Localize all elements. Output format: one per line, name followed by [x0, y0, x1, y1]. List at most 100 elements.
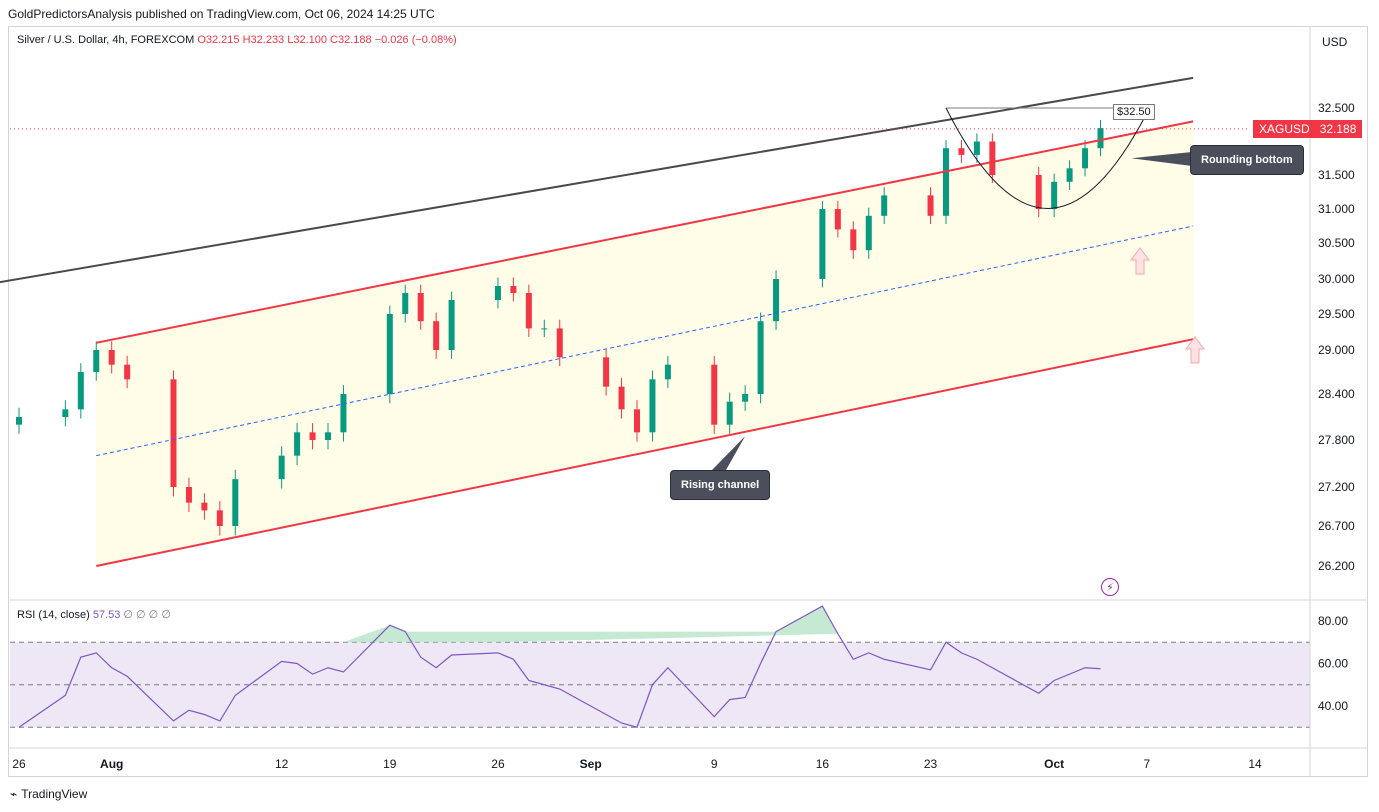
currency-label[interactable]: USD: [1322, 35, 1348, 49]
publisher-line: GoldPredictorsAnalysis published on Trad…: [8, 7, 435, 21]
overlays-layer: [0, 76, 1250, 567]
time-tick-label: 12: [275, 757, 289, 771]
time-tick-label: 7: [1144, 757, 1151, 771]
candle-body: [989, 141, 996, 175]
rsi-line: [18, 605, 1101, 728]
rsi-layer: [10, 605, 1310, 728]
price-tag-symbol: XAGUSD: [1259, 122, 1310, 136]
price-tick-label: 27.200: [1318, 480, 1355, 494]
candle-body: [618, 386, 625, 410]
price-tick-label: 26.700: [1318, 519, 1355, 533]
candle-body: [819, 209, 826, 279]
rsi-value: 57.53: [92, 609, 121, 621]
time-tick-label: 14: [1248, 757, 1262, 771]
candle-body: [124, 364, 131, 380]
price-tick-label: 29.500: [1318, 307, 1355, 321]
tradingview-logo-icon: ⌁: [10, 787, 18, 801]
candle-body: [634, 409, 640, 433]
time-tick-label: Oct: [1044, 757, 1064, 771]
candle-body: [402, 293, 409, 314]
candle-body: [417, 293, 424, 322]
price-tick-label: 29.000: [1318, 343, 1355, 357]
lightning-icon[interactable]: ⚡: [1101, 578, 1119, 596]
footer-brand[interactable]: ⌁ TradingView: [10, 787, 87, 801]
candle-body: [62, 409, 69, 417]
candle-body: [170, 379, 177, 487]
candle-body: [1051, 181, 1058, 209]
candle-body: [510, 286, 517, 293]
candle-body: [433, 321, 440, 350]
price-tick-label: 26.200: [1318, 559, 1355, 573]
resistance-line: [0, 76, 1194, 284]
channel-upper-line: [96, 120, 1194, 344]
brand-name: TradingView: [21, 787, 88, 801]
candle-body: [865, 215, 872, 251]
candle-body: [16, 417, 22, 425]
rising-channel-callout: Rising channel: [670, 470, 771, 500]
last-price-tag: XAGUSD 32.188: [1253, 120, 1363, 138]
time-tick-label: 9: [711, 757, 718, 771]
time-tick-label: 19: [383, 757, 397, 771]
price-tick-label: 30.000: [1318, 272, 1355, 286]
price-tick-label: 27.800: [1318, 433, 1355, 447]
time-tick-label: Aug: [100, 757, 123, 771]
candle-body: [494, 286, 501, 300]
candle-body: [340, 394, 347, 433]
ohlc-values: O32.215 H32.233 L32.100 C32.188 −0.026 (…: [197, 34, 457, 46]
rsi-tick-label: 60.00: [1318, 657, 1348, 671]
rounding-pointer: [1131, 152, 1192, 166]
time-tick-label: 26: [491, 757, 505, 771]
candle-body: [881, 195, 888, 216]
candle-body: [278, 455, 285, 480]
time-tick-label: Sep: [580, 757, 602, 771]
chart-frame: [8, 26, 1368, 777]
rsi-tick-label: 80.00: [1318, 614, 1348, 628]
rsi-extra: ∅ ∅ ∅ ∅: [123, 609, 171, 621]
candle-body: [850, 229, 857, 251]
price-tick-label: 31.000: [1318, 202, 1355, 216]
candle-body: [757, 321, 764, 394]
channel-pointer: [712, 436, 746, 470]
channel-mid-line: [96, 225, 1194, 457]
rsi-legend: RSI (14, close) 57.53 ∅ ∅ ∅ ∅: [17, 608, 171, 621]
candle-body: [93, 350, 100, 372]
candle-body: [216, 510, 223, 526]
candle-body: [711, 364, 718, 425]
candle-body: [1082, 148, 1089, 169]
candle-body: [232, 479, 239, 526]
candle-body: [386, 314, 393, 394]
candle-body: [309, 432, 316, 440]
candle-body: [325, 432, 331, 440]
candle-body: [185, 487, 192, 503]
candle-body: [294, 432, 301, 456]
candle-body: [603, 357, 610, 387]
axes-layer: 32.500 31.500 31.000 30.500 30.000 29.500 29.0…: [9, 27, 1367, 776]
rsi-tick-label: 40.00: [1318, 699, 1348, 713]
price-tick-label: 28.400: [1318, 387, 1355, 401]
candle-body: [773, 279, 780, 322]
candle-body: [77, 372, 84, 410]
candle-body: [742, 394, 749, 402]
candle-body: [664, 364, 671, 380]
candle-body: [541, 328, 548, 330]
candle-body: [649, 379, 656, 433]
candle-body: [1097, 128, 1104, 149]
symbol-name: Silver / U.S. Dollar, 4h, FOREXCOM: [17, 34, 195, 46]
candles-layer: [16, 120, 1104, 536]
candle-body: [1035, 175, 1042, 209]
price-tick-label: 32.500: [1318, 101, 1355, 115]
candle-body: [201, 502, 208, 511]
candle-body: [1066, 168, 1073, 182]
up-arrow-icon: [1130, 247, 1150, 275]
candle-body: [525, 293, 532, 329]
candle-body: [448, 300, 455, 350]
candle-body: [726, 401, 733, 425]
time-tick-label: 23: [924, 757, 938, 771]
rounding-bottom-arc: [945, 107, 1148, 209]
symbol-legend: Silver / U.S. Dollar, 4h, FOREXCOM O32.2…: [17, 34, 457, 46]
time-tick-label: 26: [12, 757, 26, 771]
candle-body: [973, 141, 980, 155]
candle-body: [943, 148, 949, 216]
rsi-overbought-fill: [343, 606, 838, 643]
